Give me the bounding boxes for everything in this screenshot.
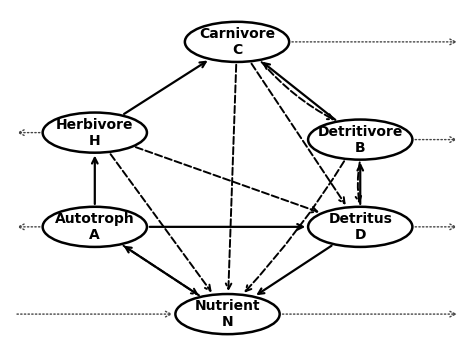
Text: Carnivore
C: Carnivore C	[199, 27, 275, 57]
Text: Nutrient
N: Nutrient N	[195, 299, 260, 329]
Text: Detritus
D: Detritus D	[328, 212, 392, 242]
Ellipse shape	[185, 22, 289, 62]
Ellipse shape	[175, 294, 280, 334]
Ellipse shape	[43, 207, 147, 247]
Ellipse shape	[308, 207, 412, 247]
Text: Autotroph
A: Autotroph A	[55, 212, 135, 242]
Ellipse shape	[308, 119, 412, 160]
Text: Detritivore
B: Detritivore B	[318, 125, 403, 155]
Text: Herbivore
H: Herbivore H	[56, 118, 134, 148]
Ellipse shape	[43, 112, 147, 153]
